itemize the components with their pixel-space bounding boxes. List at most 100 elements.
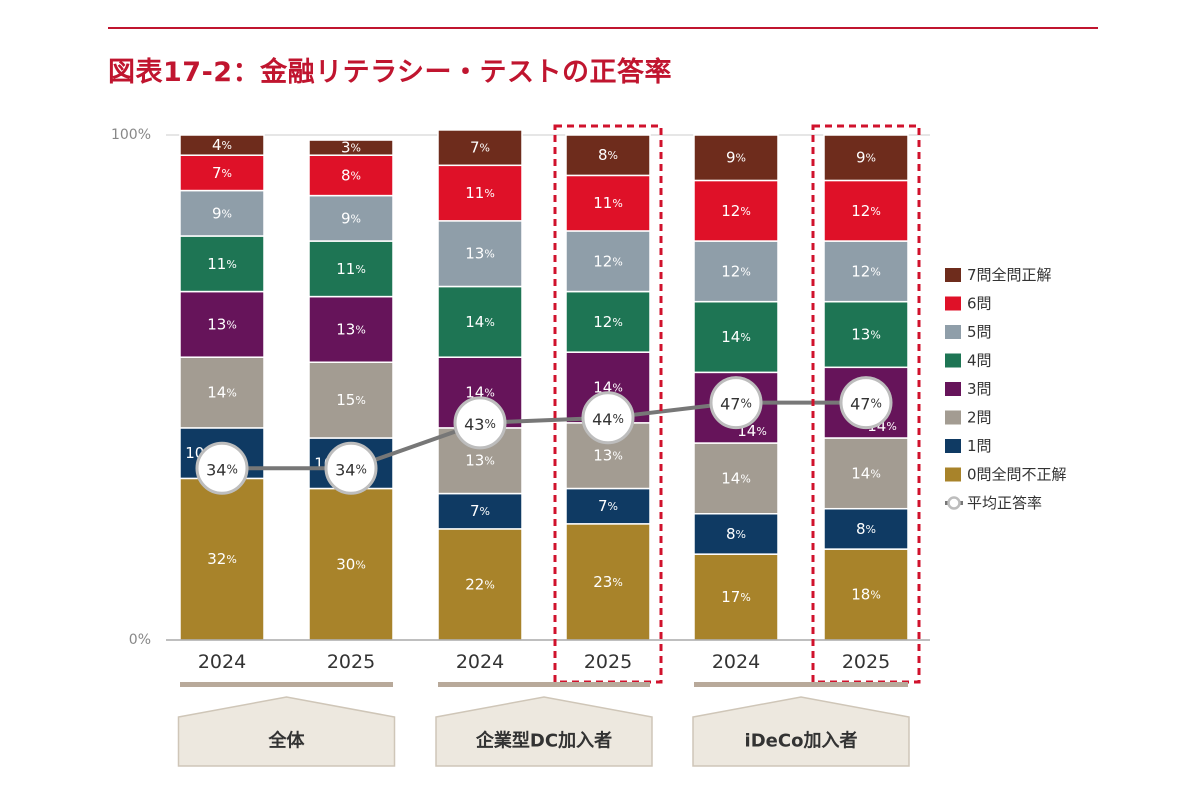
group-label-box [692, 696, 910, 767]
legend-label: 4問 [967, 352, 992, 370]
bar-segment [693, 553, 779, 641]
bar-segment-label: 11% [593, 194, 623, 212]
bar-segment [179, 189, 265, 237]
bar-segment-label: 9% [726, 149, 746, 167]
bar-segment-label: 13% [593, 447, 623, 465]
bar-segment-label: 11% [207, 255, 237, 273]
legend-label: 平均正答率 [967, 494, 1042, 512]
average-value-label: 34% [335, 460, 367, 479]
y-tick-label-bottom: 0% [129, 632, 151, 648]
group-label-box [177, 696, 396, 767]
x-tick-label: 2024 [456, 651, 504, 673]
bar-segment [437, 164, 523, 222]
bar-segment-label: 3% [341, 139, 361, 157]
bar-segment [565, 174, 651, 232]
bar-segment-label: 12% [721, 202, 751, 220]
bar-segment [437, 528, 523, 641]
legend-label: 3問 [967, 380, 992, 398]
bar-segment-label: 12% [721, 262, 751, 280]
bar-segment-label: 7% [470, 502, 490, 520]
legend-swatch [945, 268, 961, 282]
bar-segment-label: 18% [851, 586, 881, 604]
group-bracket [180, 682, 393, 687]
bar-segment [437, 285, 523, 358]
bar-segment [693, 179, 779, 242]
bar-segment-label: 8% [341, 166, 361, 184]
y-tick-label-top: 100% [111, 127, 151, 143]
bar-segment [565, 230, 651, 293]
legend-label: 2問 [967, 409, 992, 427]
legend-swatch [945, 353, 961, 368]
legend-label: 5問 [967, 323, 992, 341]
average-marker [453, 396, 507, 450]
x-tick-label: 2024 [712, 651, 760, 673]
bar-segment-label: 12% [593, 313, 623, 331]
legend-label: 7問全問正解 [967, 266, 1052, 284]
bar-segment-label: 9% [856, 149, 876, 167]
average-value-label: 43% [464, 414, 496, 433]
average-marker [839, 376, 893, 430]
bar-segment [179, 134, 265, 156]
bar-segment [823, 300, 909, 369]
average-value-label: 34% [206, 460, 238, 479]
bar-segment [308, 295, 394, 364]
title-rule [108, 27, 1098, 29]
average-marker [324, 441, 378, 495]
bar-segment-label: 15% [336, 391, 366, 409]
group-label: 企業型DC加入者 [475, 730, 612, 752]
bar-segment-label: 23% [593, 573, 623, 591]
bar-segment-label: 9% [341, 209, 361, 227]
legend-label: 1問 [967, 437, 992, 455]
group-label-box [435, 696, 653, 767]
bar-segment [179, 356, 265, 429]
legend-swatch [945, 467, 961, 482]
bar-segment-label: 22% [465, 575, 495, 593]
bar-segment-label: 12% [851, 262, 881, 280]
bar-segment-label: 13% [336, 320, 366, 338]
bar-segment-label: 14% [465, 313, 495, 331]
bar-segment [823, 240, 909, 303]
bar-segment-label: 11% [336, 260, 366, 278]
bar-segment-label: 8% [598, 146, 618, 164]
bar-segment [437, 220, 523, 288]
legend-label: 6問 [967, 295, 992, 313]
bar-segment-label: 14% [721, 328, 751, 346]
average-value-label: 47% [850, 394, 882, 413]
bar-segment [308, 139, 394, 156]
bar-segment [179, 154, 265, 192]
group-label: 全体 [268, 730, 306, 752]
average-marker [195, 441, 249, 495]
bar-segment-label: 32% [207, 550, 237, 568]
bar-segment-label: 7% [598, 497, 618, 515]
group-bracket [694, 682, 908, 687]
bar-segment [823, 134, 909, 182]
bar-segment-label: 14% [207, 384, 237, 402]
bar-segment-label: 12% [593, 252, 623, 270]
bar-segment [308, 361, 394, 439]
bar-segment-label: 8% [856, 520, 876, 538]
x-tick-label: 2025 [584, 651, 632, 673]
bar-segment-label: 8% [726, 525, 746, 543]
bar-segment [179, 290, 265, 358]
bar-segment [565, 134, 651, 177]
legend-label: 0問全問不正解 [967, 466, 1067, 484]
bar-segment [823, 548, 909, 641]
bar-segment-label: 7% [470, 139, 490, 157]
bar-segment-label: 14% [721, 469, 751, 487]
chart-title: 図表17-2：金融リテラシー・テストの正答率 [108, 57, 673, 88]
legend-average-marker [947, 496, 961, 510]
x-tick-label: 2025 [842, 651, 890, 673]
bar-segment [308, 240, 394, 298]
bar-segment-label: 4% [212, 136, 232, 154]
bar-segment [179, 235, 265, 293]
legend-swatch [945, 439, 961, 453]
bar-segment [308, 154, 394, 197]
bar-segment-label: 17% [721, 588, 751, 606]
legend-swatch [945, 410, 961, 425]
bar-segment-label: 11% [465, 184, 495, 202]
bar-segment-label: 30% [336, 555, 366, 573]
bar-segment-label: 13% [851, 325, 881, 343]
bar-segment [565, 290, 651, 353]
legend-swatch [945, 296, 961, 311]
